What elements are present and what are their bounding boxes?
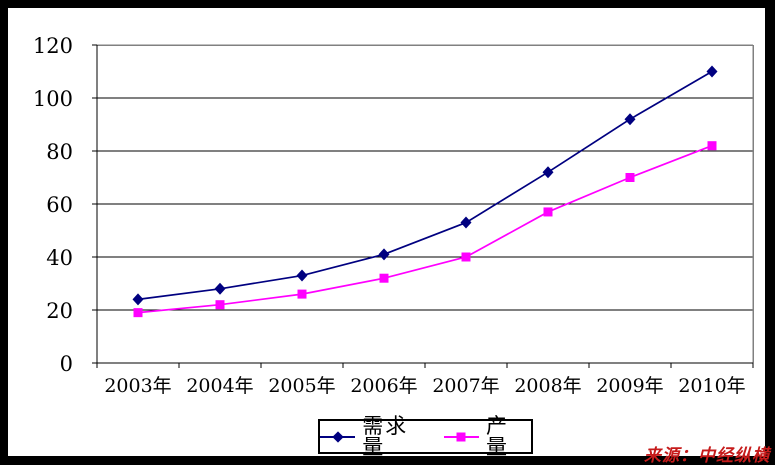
legend-item-output: 产量 bbox=[443, 413, 531, 459]
legend: 需求量 产量 bbox=[318, 415, 533, 457]
chart-canvas bbox=[8, 8, 765, 456]
diamond-marker-icon bbox=[331, 430, 344, 443]
square-marker-icon bbox=[456, 432, 466, 441]
legend-line-output bbox=[443, 432, 479, 441]
legend-label-demand: 需求量 bbox=[362, 413, 409, 459]
legend-item-demand: 需求量 bbox=[320, 413, 430, 459]
legend-label-output: 产量 bbox=[485, 413, 509, 459]
legend-line-demand bbox=[320, 430, 356, 443]
source-note: 来源：中经纵横 bbox=[644, 446, 770, 465]
